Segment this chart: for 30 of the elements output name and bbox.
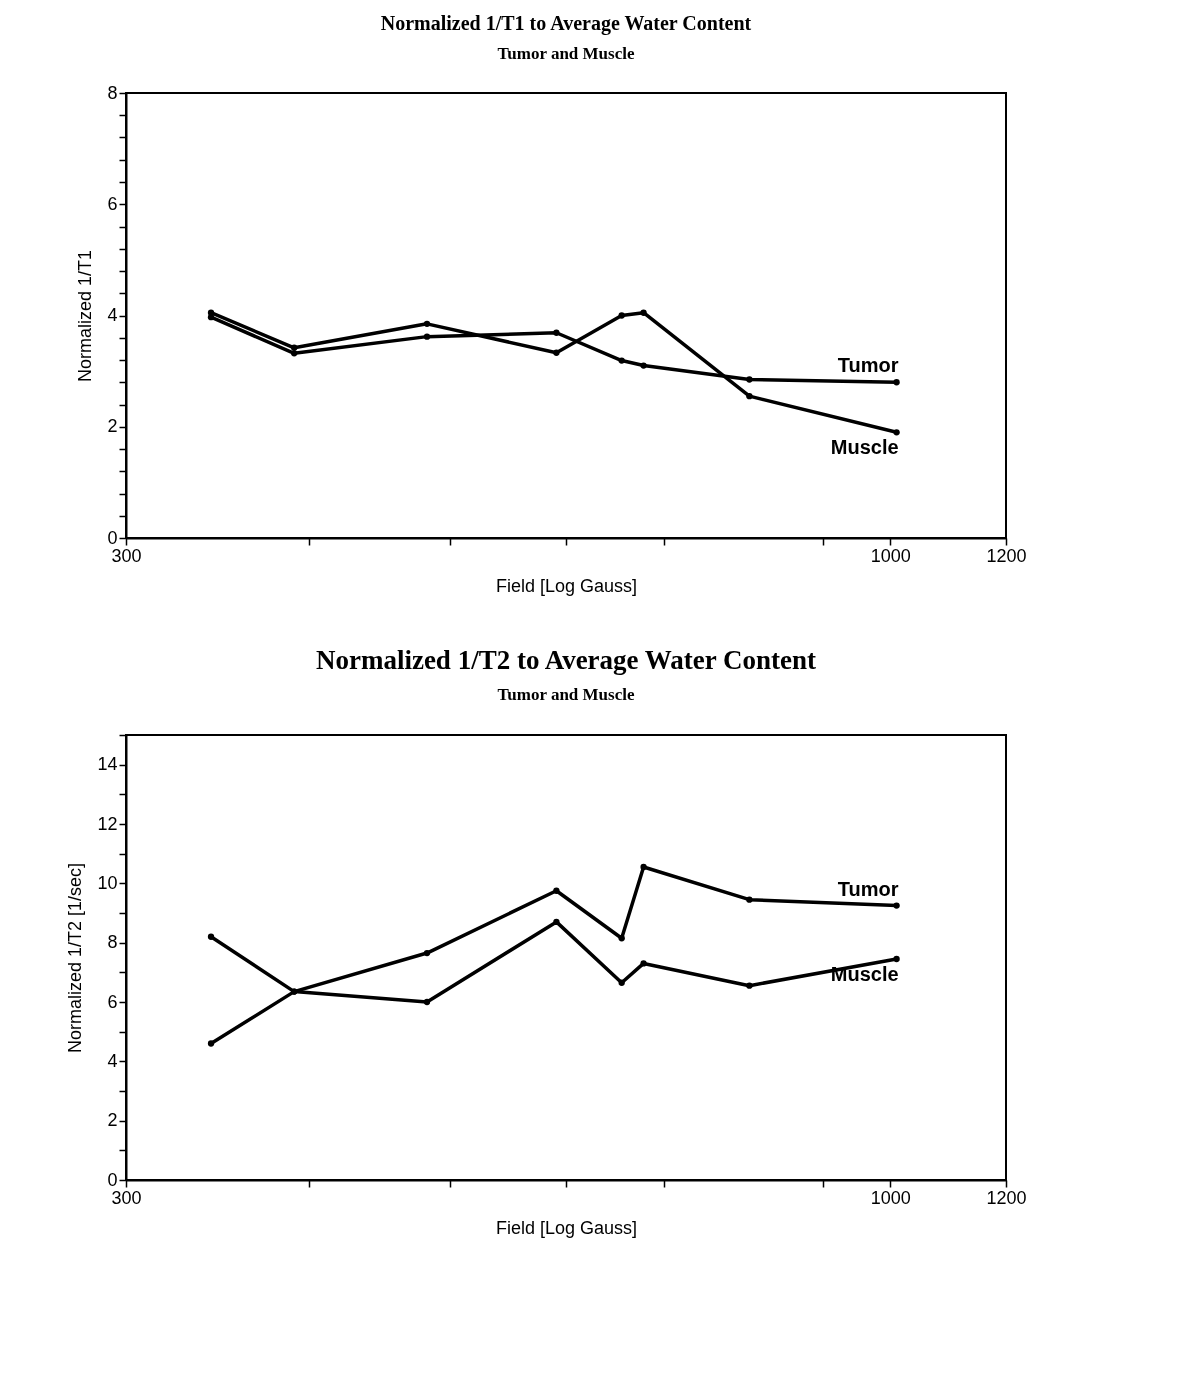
y-tick-label: 2 — [107, 1110, 118, 1131]
x-tick-label: 1200 — [986, 545, 1027, 566]
y-tick-label: 10 — [97, 872, 118, 893]
y-tick-label: 6 — [107, 991, 118, 1012]
chart-title: Normalized 1/T1 to Average Water Content — [380, 12, 752, 35]
y-axis-title: Normalized 1/T2 [1/sec] — [65, 862, 86, 1054]
chart-title: Normalized 1/T2 to Average Water Content — [315, 645, 817, 675]
y-tick-label: 0 — [107, 1169, 118, 1190]
chart-subtitle: Tumor and Muscle — [497, 44, 635, 63]
y-axis-title: Normalized 1/T1 — [75, 249, 96, 383]
x-tick-label: 300 — [111, 545, 142, 566]
series-label: Muscle — [830, 436, 899, 459]
y-tick-label: 8 — [107, 932, 118, 953]
x-tick-label: 1000 — [870, 545, 911, 566]
chart-subtitle: Tumor and Muscle — [497, 685, 635, 704]
y-tick-label: 2 — [107, 416, 118, 437]
y-tick-label: 0 — [107, 527, 118, 548]
y-tick-label: 12 — [97, 813, 118, 834]
series-label: Tumor — [837, 877, 899, 900]
y-tick-label: 4 — [107, 1050, 118, 1071]
x-tick-label: 1200 — [986, 1187, 1027, 1208]
series-label: Tumor — [837, 354, 899, 377]
y-tick-label: 14 — [97, 754, 118, 775]
x-axis-title: Field [Log Gauss] — [495, 1217, 638, 1238]
x-tick-label: 300 — [111, 1187, 142, 1208]
x-axis-title: Field [Log Gauss] — [495, 575, 638, 596]
y-tick-label: 6 — [107, 193, 118, 214]
x-tick-label: 1000 — [870, 1187, 911, 1208]
y-tick-label: 8 — [107, 82, 118, 103]
y-tick-label: 4 — [107, 305, 118, 325]
